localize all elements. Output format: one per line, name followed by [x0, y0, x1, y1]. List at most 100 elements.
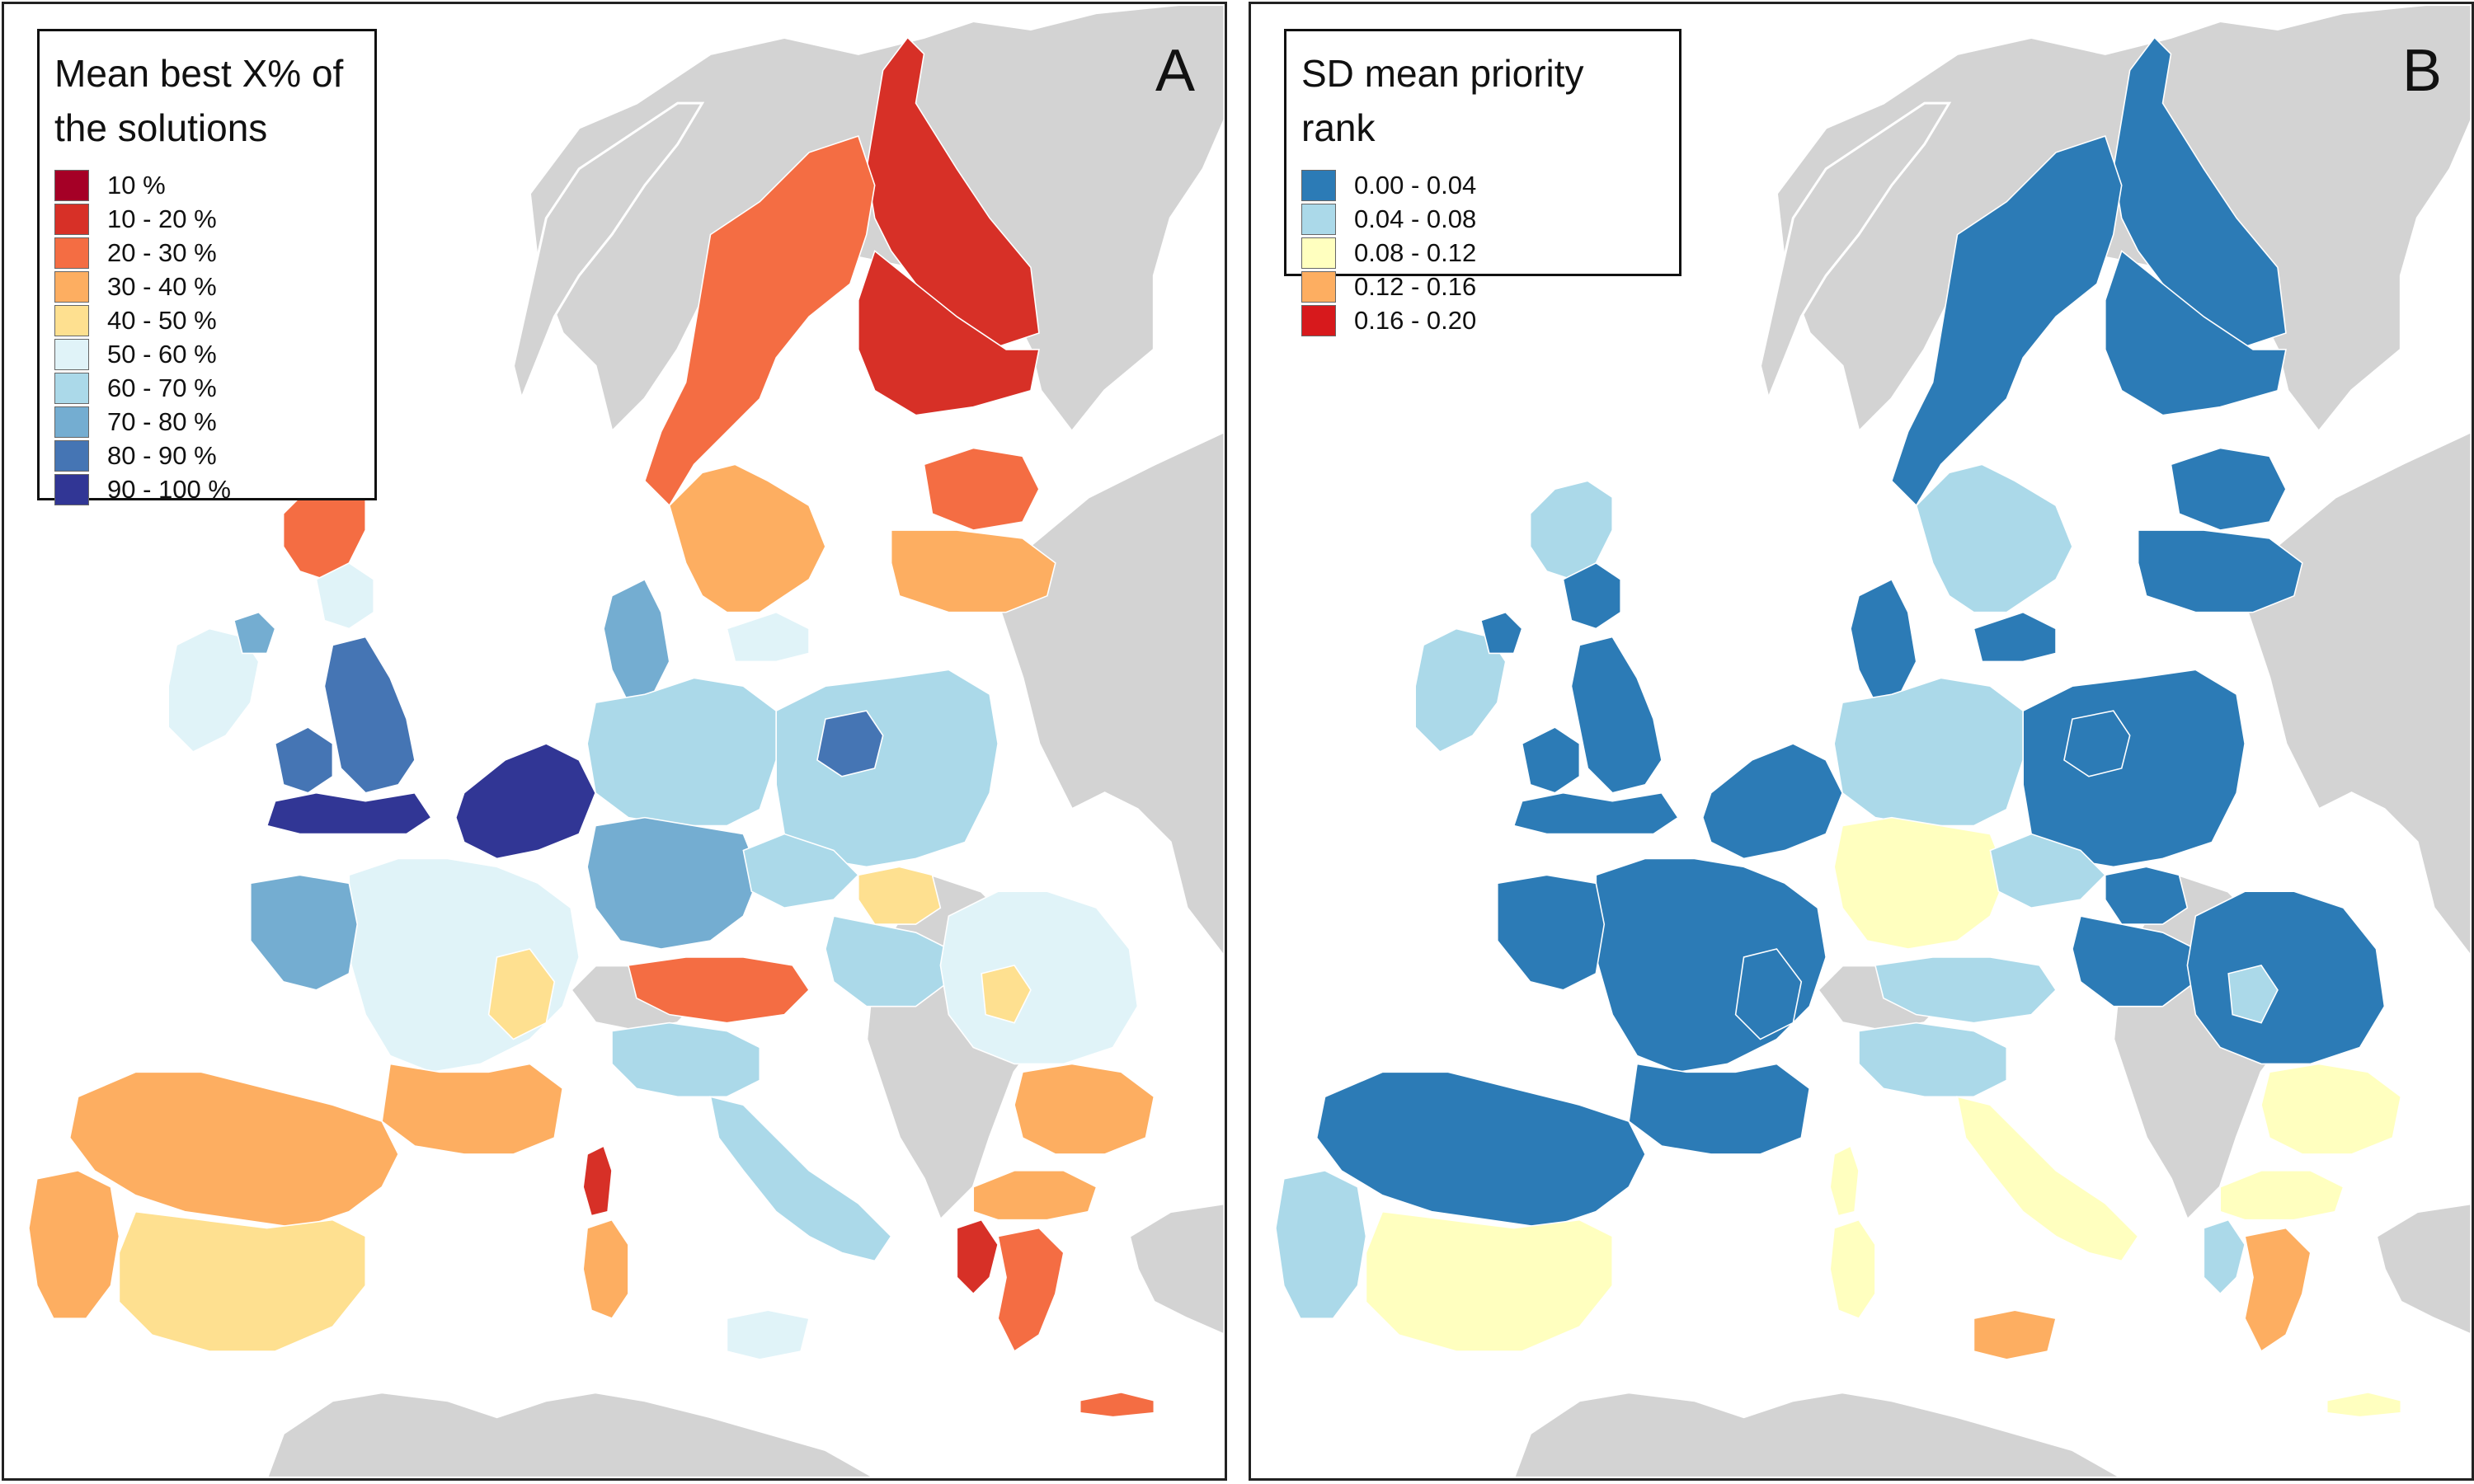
region-germany-south: [586, 816, 761, 950]
region-italy-south: [1956, 1096, 2139, 1262]
region-austria: [1874, 956, 2058, 1024]
region-england-south: [1512, 791, 1680, 835]
region-estonia: [923, 447, 1040, 531]
legend-swatch: [1301, 203, 1336, 235]
region-france-east: [487, 948, 556, 1040]
region-romania: [2186, 890, 2386, 1065]
legend-item: 0.00 - 0.04: [1301, 168, 1661, 202]
legend-swatch: [54, 203, 89, 235]
legend-label: 10 %: [107, 170, 166, 200]
region-england-south: [266, 791, 433, 835]
land-turkey: [1127, 1202, 1225, 1336]
region-latvia: [2137, 529, 2303, 613]
legend-label: 10 - 20 %: [107, 204, 217, 233]
region-wales: [274, 726, 334, 794]
region-slovakia: [2105, 866, 2189, 925]
map-b: [1275, 4, 2472, 1478]
legend-label: 40 - 50 %: [107, 305, 217, 335]
region-france-north: [1595, 857, 1827, 1073]
region-wales: [1521, 726, 1581, 794]
region-poland-central: [2063, 710, 2131, 777]
region-greece-west: [2203, 1219, 2246, 1295]
region-poland-central: [816, 710, 884, 777]
region-sweden-north: [1890, 134, 2123, 507]
region-corsica: [582, 1144, 613, 1217]
region-spain-south: [118, 1210, 367, 1352]
legend-swatch: [54, 169, 89, 201]
region-england: [323, 636, 416, 794]
region-germany-south: [1833, 816, 2008, 950]
region-france-south: [1628, 1063, 1811, 1155]
land-north-africa: [265, 1391, 878, 1478]
legend-item: 10 %: [54, 168, 356, 202]
region-scotland-south: [1562, 561, 1621, 630]
region-crete: [1079, 1391, 1155, 1418]
legend-swatch: [54, 406, 89, 438]
region-scotland-highlands: [1529, 480, 1614, 580]
legend-label: 0.00 - 0.04: [1354, 170, 1477, 200]
region-sardinia: [1829, 1219, 1876, 1320]
region-corsica: [1829, 1144, 1860, 1217]
region-italy-south: [709, 1096, 892, 1262]
region-france-west: [1496, 874, 1606, 991]
region-france-north: [348, 857, 580, 1073]
region-germany-north: [586, 677, 778, 827]
region-greece-north: [972, 1170, 1098, 1221]
region-northern-ireland: [1479, 611, 1523, 655]
legend-item: 0.16 - 0.20: [1301, 303, 1661, 337]
legend-swatch: [54, 304, 89, 336]
region-greece-south: [997, 1227, 1065, 1353]
legend-label: 90 - 100 %: [107, 474, 231, 504]
legend-item: 70 - 80 %: [54, 405, 356, 439]
panel-letter: A: [1155, 38, 1195, 104]
region-romania-south: [981, 964, 1032, 1024]
legend-swatch: [54, 237, 89, 269]
region-greece-north: [2219, 1170, 2345, 1221]
region-poland: [775, 669, 999, 868]
legend-item: 0.08 - 0.12: [1301, 236, 1661, 270]
legend-label: 30 - 40 %: [107, 271, 217, 301]
region-greece-south: [2244, 1227, 2312, 1353]
region-germany-north: [1833, 677, 2025, 827]
region-bulgaria: [1014, 1063, 1155, 1155]
region-france-west: [249, 874, 359, 991]
region-italy-north: [1858, 1021, 2008, 1098]
map-a: [28, 4, 1225, 1478]
legend: SD mean priority rank 0.00 - 0.04 0.04 - …: [1284, 29, 1681, 336]
legend-rows: 0.00 - 0.04 0.04 - 0.08 0.08 - 0.12 0.12 - …: [1301, 168, 1661, 337]
region-layer: [28, 36, 1155, 1418]
legend-title: SD mean priority rank: [1301, 52, 1584, 149]
region-greece-west: [956, 1219, 999, 1295]
region-layer: [1275, 36, 2402, 1418]
region-bulgaria: [2260, 1063, 2402, 1155]
map-panel-a: Mean best X% of the solutions 10 % 10 - 2…: [2, 2, 1227, 1481]
region-france-east: [1734, 948, 1803, 1040]
region-latvia: [890, 529, 1056, 613]
legend-swatch: [1301, 169, 1336, 201]
land-north-africa: [1512, 1391, 2125, 1478]
region-italy-north: [611, 1021, 761, 1098]
legend-label: 50 - 60 %: [107, 339, 217, 369]
region-hungary: [825, 915, 950, 1007]
region-sardinia: [582, 1219, 629, 1320]
legend-item: 60 - 70 %: [54, 371, 356, 405]
legend-item: 80 - 90 %: [54, 439, 356, 472]
region-finland-south: [2105, 250, 2287, 416]
legend-item: 20 - 30 %: [54, 236, 356, 270]
legend-swatch: [54, 338, 89, 370]
legend-label: 20 - 30 %: [107, 237, 217, 267]
region-baltics: [726, 611, 810, 663]
region-sweden-north: [643, 134, 876, 507]
region-sweden-south: [1915, 463, 2073, 613]
region-spain-south: [1365, 1210, 1614, 1352]
region-slovakia: [858, 866, 942, 925]
region-ireland: [1414, 627, 1507, 753]
region-austria: [627, 956, 811, 1024]
region-ireland: [167, 627, 260, 753]
legend-rows: 10 % 10 - 20 % 20 - 30 % 30 - 40 % 40 - 50 %…: [54, 168, 356, 506]
legend-swatch: [1301, 237, 1336, 269]
region-sicily: [726, 1309, 811, 1360]
region-estonia: [2170, 447, 2287, 531]
legend-label: 60 - 70 %: [107, 373, 217, 402]
region-portugal: [28, 1170, 120, 1319]
